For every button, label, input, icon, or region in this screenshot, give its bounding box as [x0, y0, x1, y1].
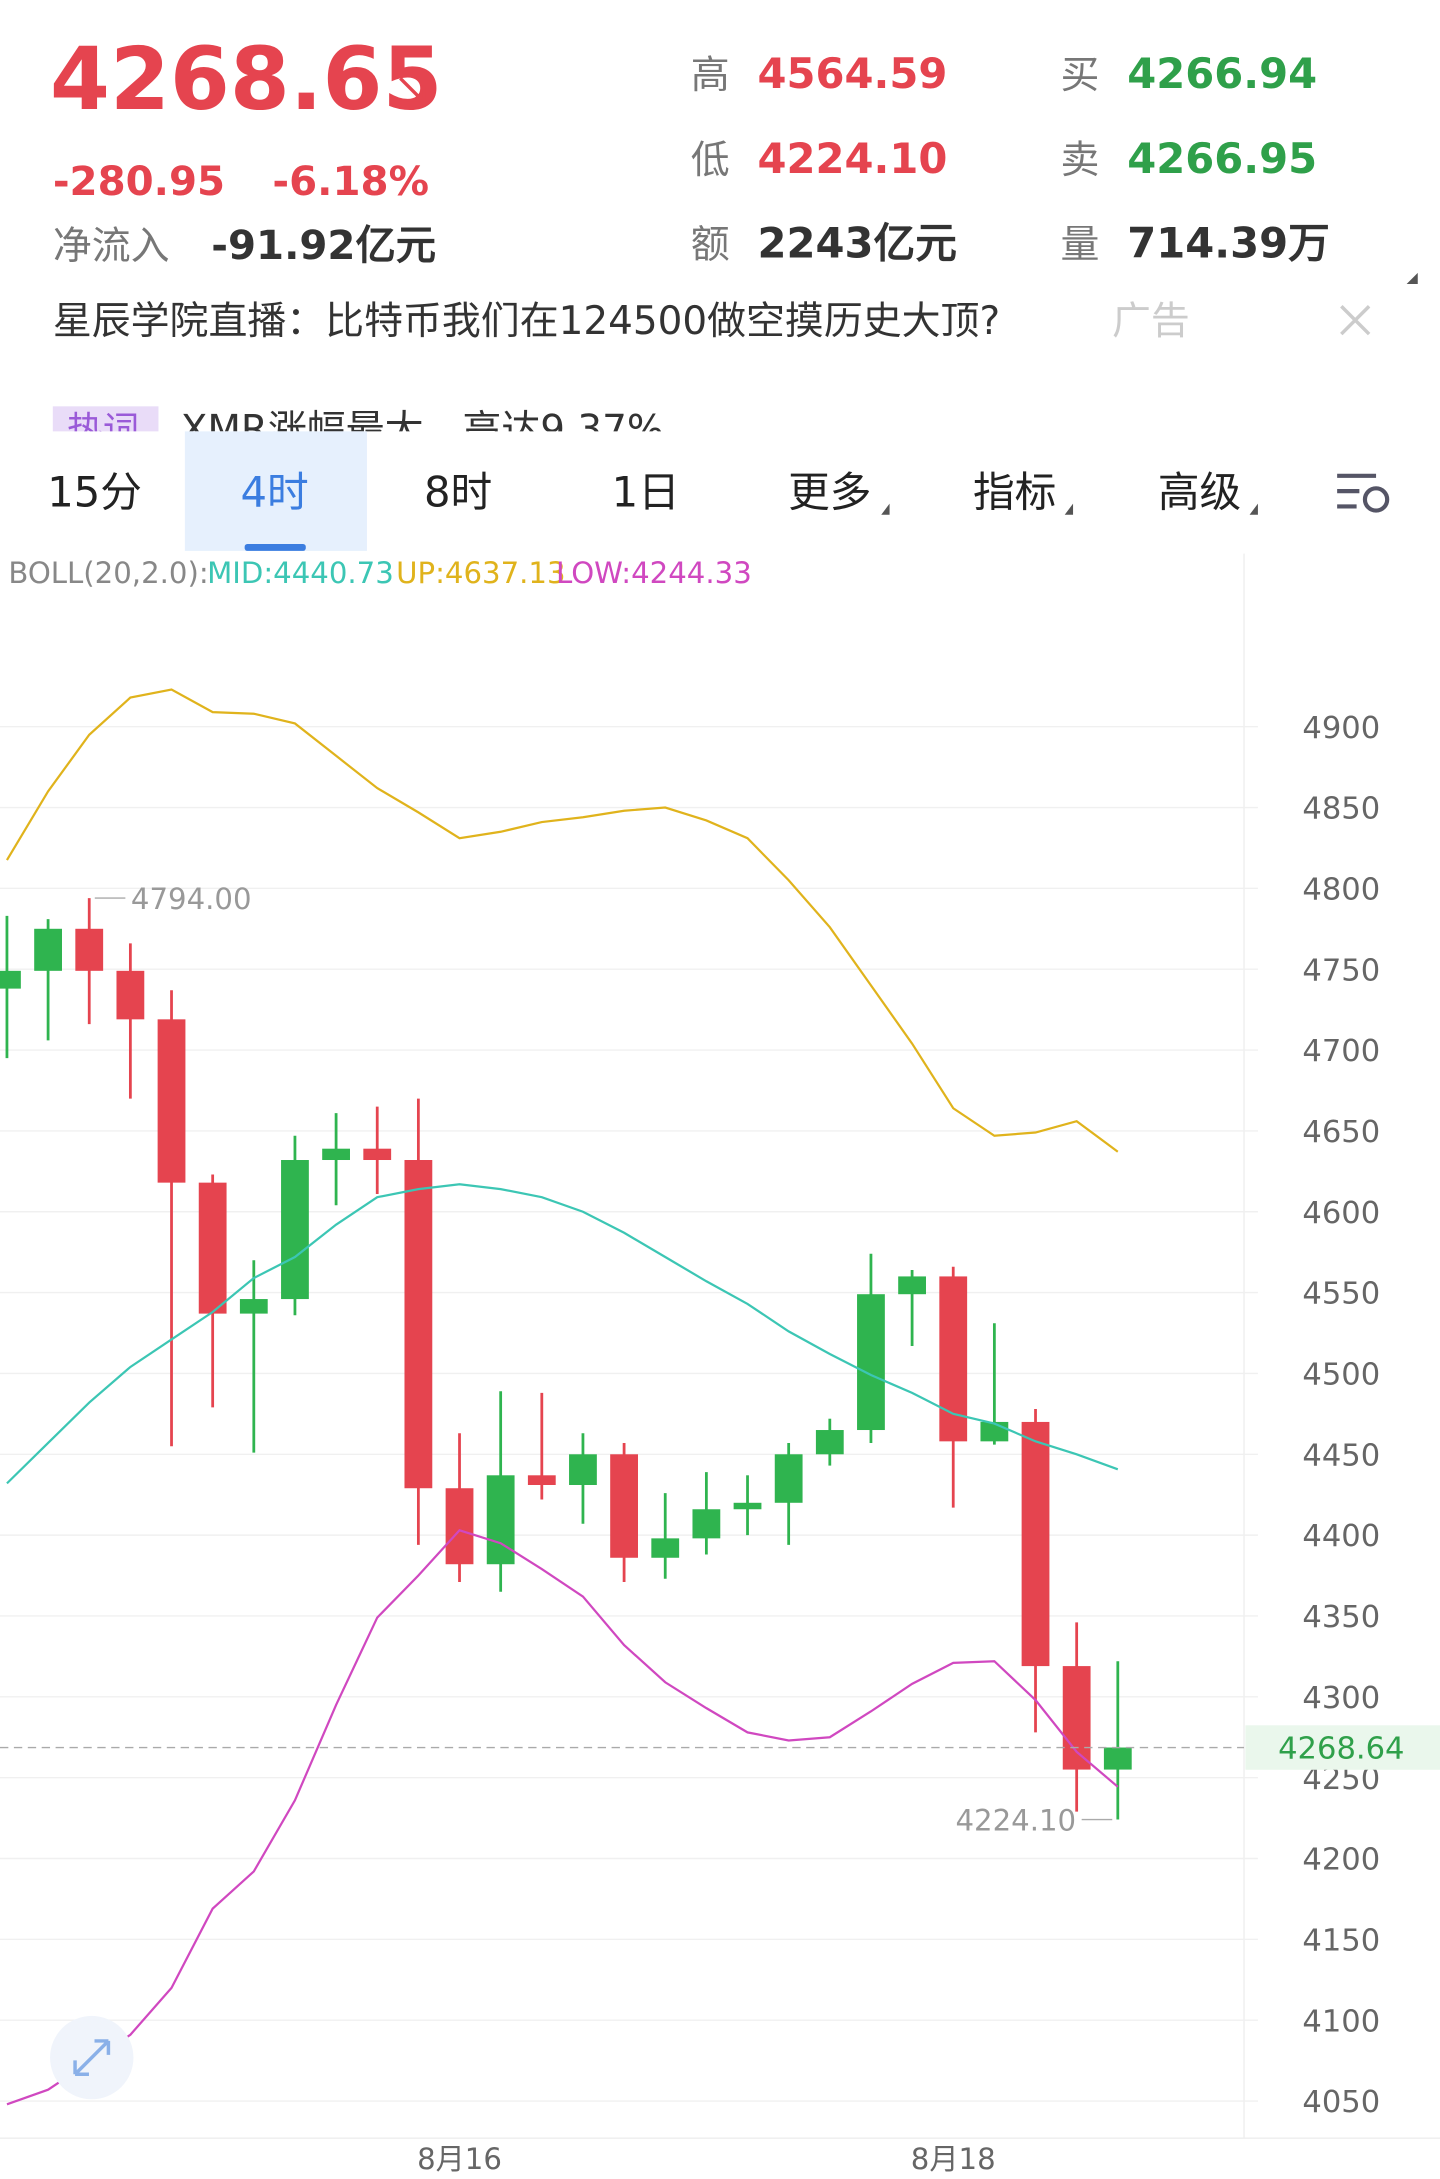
- candle-body: [569, 1454, 597, 1486]
- tab-selected-bg: [184, 431, 367, 551]
- boll-line: [6, 1183, 1119, 1485]
- stat-value: 4266.94: [1127, 49, 1317, 98]
- net-inflow: -91.92亿元: [211, 222, 436, 269]
- max-label: 4794.00: [131, 882, 252, 916]
- candle-body: [1062, 1666, 1091, 1770]
- stat-label: 高: [691, 53, 730, 98]
- stat-value: 714.39万: [1127, 219, 1330, 268]
- stat-label: 买: [1061, 53, 1100, 98]
- candle-body: [980, 1421, 1009, 1442]
- boll-low: LOW:4244.33: [556, 556, 752, 590]
- stat-value: 4564.59: [758, 49, 948, 98]
- candle-body: [322, 1148, 350, 1161]
- y-tick-label: 4350: [1302, 1600, 1380, 1635]
- boll-line: [5, 688, 1119, 1153]
- candle-body: [363, 1148, 392, 1161]
- price-tag: 4268.64: [1278, 1732, 1404, 1767]
- close-icon[interactable]: [1340, 305, 1371, 336]
- corner-mark: [1406, 272, 1418, 285]
- min-label: 4224.10: [955, 1804, 1076, 1838]
- candle-body: [281, 1160, 309, 1300]
- y-tick-label: 4750: [1302, 953, 1380, 988]
- y-tick-label: 4500: [1302, 1358, 1380, 1393]
- boll-mid: MID:4440.73: [207, 556, 394, 590]
- candle-body: [116, 970, 145, 1020]
- ad: 广告: [1112, 299, 1190, 344]
- candle-body: [815, 1430, 844, 1455]
- stat-label: 量: [1061, 223, 1100, 268]
- headline[interactable]: 星辰学院直播：比特币我们在124500做空摸历史大顶?: [53, 299, 1000, 344]
- candle-body: [651, 1538, 680, 1558]
- boll-label: BOLL(20,2.0):: [8, 556, 208, 590]
- y-tick-label: 4300: [1302, 1681, 1380, 1716]
- y-tick-label: 4150: [1302, 1923, 1380, 1958]
- net-inflow-label: 净流入: [53, 224, 170, 269]
- stats: 高 4564.59 低 4224.10 额 2243亿元 买 4266.94 卖…: [691, 49, 1330, 268]
- change: -280.95: [53, 158, 225, 205]
- candle-body: [0, 970, 21, 989]
- y-tick-label: 4100: [1302, 2004, 1380, 2039]
- candle-body: [445, 1488, 474, 1565]
- candle-body: [198, 1182, 227, 1314]
- down-arrow: [399, 77, 426, 106]
- y-tick-label: 4450: [1302, 1438, 1380, 1473]
- tab[interactable]: 指标: [973, 467, 1056, 516]
- x-tick-label: 8月18: [911, 2142, 996, 2176]
- tab[interactable]: 8时: [424, 467, 492, 516]
- tab[interactable]: 15分: [47, 467, 142, 516]
- candle-body: [692, 1509, 721, 1539]
- candle-body: [898, 1276, 926, 1295]
- tab[interactable]: 高级: [1158, 467, 1241, 516]
- candle-body: [486, 1475, 515, 1565]
- candle-body: [857, 1294, 885, 1431]
- y-tick-label: 4900: [1302, 711, 1380, 746]
- tab[interactable]: 更多: [788, 467, 871, 516]
- candle-body: [774, 1454, 803, 1503]
- tab[interactable]: 1日: [612, 467, 680, 516]
- y-tick-label: 4700: [1302, 1034, 1380, 1069]
- candle-body: [404, 1160, 433, 1489]
- candle-body: [527, 1475, 556, 1486]
- tab[interactable]: 4时: [240, 467, 308, 516]
- stat-value: 2243亿元: [758, 219, 957, 268]
- stat-label: 低: [691, 138, 730, 183]
- y-tick-label: 4650: [1302, 1115, 1380, 1150]
- y-tick-label: 4200: [1302, 1843, 1380, 1878]
- y-tick-label: 4550: [1302, 1277, 1380, 1312]
- boll-up: UP:4637.13: [396, 556, 565, 590]
- stat-label: 卖: [1061, 138, 1100, 183]
- settings-icon[interactable]: [1337, 473, 1390, 513]
- stat-value: 4266.95: [1127, 134, 1317, 183]
- y-tick-label: 4400: [1302, 1519, 1380, 1554]
- dropdown-marks: [881, 503, 1258, 515]
- stat-label: 额: [691, 223, 730, 268]
- candle-body: [157, 1019, 186, 1183]
- y-tick-label: 4050: [1302, 2085, 1380, 2120]
- tab-underline: [244, 543, 306, 551]
- y-tick-label: 4800: [1302, 872, 1380, 907]
- candle-body: [34, 928, 62, 971]
- y-tick-label: 4850: [1302, 792, 1380, 827]
- candle-body: [239, 1299, 268, 1314]
- x-tick-label: 8月16: [417, 2142, 502, 2176]
- price: 4268.65: [50, 30, 442, 130]
- candle-body: [1103, 1747, 1132, 1770]
- boll-line: [6, 1528, 1119, 2106]
- y-tick-label: 4600: [1302, 1196, 1380, 1231]
- expand-icon: [73, 2039, 111, 2077]
- candle-body: [75, 928, 104, 971]
- change-pct: -6.18%: [272, 158, 429, 205]
- candle-body: [733, 1502, 762, 1510]
- price-tag-bg: [1245, 1725, 1440, 1770]
- stat-value: 4224.10: [758, 134, 948, 183]
- candle-body: [610, 1454, 638, 1558]
- candle-body: [1021, 1421, 1050, 1667]
